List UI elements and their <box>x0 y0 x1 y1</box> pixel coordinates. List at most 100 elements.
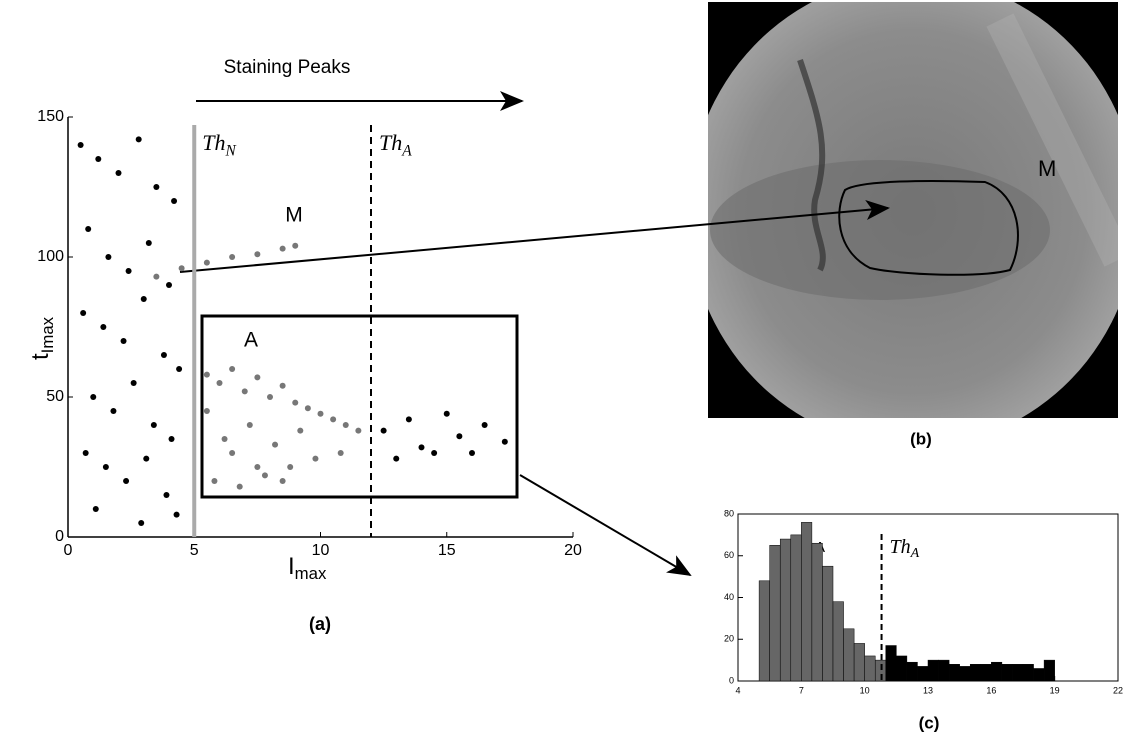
point <box>292 399 299 406</box>
point <box>297 427 304 434</box>
point <box>241 388 248 395</box>
chart-title: Staining Peaks <box>224 57 351 78</box>
point <box>150 422 157 428</box>
point <box>254 251 261 258</box>
x-tick-label: 20 <box>564 542 582 559</box>
point <box>330 416 337 423</box>
point <box>355 427 362 434</box>
point <box>95 156 102 162</box>
bar <box>769 545 781 682</box>
point <box>80 310 87 316</box>
y-tick-label: 150 <box>37 108 64 125</box>
point <box>173 511 180 518</box>
point <box>135 136 142 143</box>
threshold-label-main: Th <box>890 536 911 558</box>
point <box>102 464 109 470</box>
point <box>267 394 273 400</box>
bar <box>959 666 971 682</box>
bar <box>1001 664 1013 682</box>
y-axis-label-sub: Imax <box>39 316 58 353</box>
angiogram-image <box>708 2 1118 418</box>
threshold-label-sub: A <box>910 546 920 561</box>
point <box>380 427 387 434</box>
point <box>254 464 261 470</box>
point <box>123 478 130 484</box>
point <box>90 394 97 400</box>
point <box>115 170 122 176</box>
y-tick-label: 40 <box>724 592 734 602</box>
point <box>287 464 294 470</box>
point <box>469 450 475 456</box>
point <box>418 444 425 451</box>
point <box>110 408 117 414</box>
point <box>203 408 210 414</box>
bar <box>801 522 813 682</box>
zoom-arrow <box>519 474 692 577</box>
y-tick-label: 0 <box>729 675 734 685</box>
x-tick-label: 4 <box>735 685 740 695</box>
point <box>92 506 99 512</box>
point <box>166 282 172 288</box>
bar <box>832 601 844 682</box>
x-tick-label: 10 <box>860 685 870 695</box>
point <box>443 410 450 417</box>
point <box>211 478 218 484</box>
threshold-label: ThA <box>379 130 412 159</box>
x-tick-label: 16 <box>986 685 996 695</box>
point <box>145 240 152 246</box>
point <box>342 422 349 428</box>
x-tick-label: 7 <box>799 685 804 695</box>
x-tick-label: 13 <box>923 685 933 695</box>
point <box>393 455 400 462</box>
point <box>130 380 137 386</box>
point <box>143 455 150 462</box>
bar <box>758 580 770 682</box>
y-tick-label: 0 <box>55 528 64 545</box>
y-tick-label: 100 <box>37 248 64 265</box>
bar <box>927 659 939 682</box>
point <box>254 374 261 381</box>
bar <box>843 628 855 682</box>
x-tick-label: 15 <box>438 542 456 559</box>
threshold-label-main: Th <box>379 130 402 155</box>
point <box>279 245 286 252</box>
point <box>279 478 286 484</box>
region-box <box>200 314 519 499</box>
point <box>229 254 236 260</box>
y-tick-label: 80 <box>724 508 734 518</box>
point <box>138 520 145 526</box>
bar <box>991 661 1003 682</box>
point <box>221 436 228 442</box>
point <box>100 324 107 330</box>
bar <box>906 661 918 682</box>
point <box>229 450 236 456</box>
annotation: A <box>244 329 258 352</box>
x-tick-label: 5 <box>190 542 199 559</box>
point <box>203 259 210 266</box>
point <box>120 338 127 344</box>
y-axis-label-main: t <box>27 353 54 360</box>
bar <box>885 645 897 682</box>
point <box>168 436 175 442</box>
point <box>405 416 412 423</box>
point <box>272 441 279 448</box>
threshold-label: ThA <box>890 536 920 562</box>
caption: (c) <box>919 713 940 732</box>
x-tick-label: 22 <box>1113 685 1123 695</box>
bar <box>822 565 834 682</box>
point <box>229 366 236 372</box>
point <box>82 450 89 456</box>
threshold-label: ThN <box>202 130 236 159</box>
point <box>431 450 438 456</box>
point <box>176 366 183 372</box>
point <box>317 410 324 417</box>
y-tick-label: 20 <box>724 634 734 644</box>
annotation: M <box>285 204 303 227</box>
bar <box>969 664 982 682</box>
bar <box>938 659 950 682</box>
bar <box>1043 659 1055 682</box>
bar <box>896 655 908 682</box>
link-arrow <box>179 200 890 273</box>
point <box>77 142 84 148</box>
